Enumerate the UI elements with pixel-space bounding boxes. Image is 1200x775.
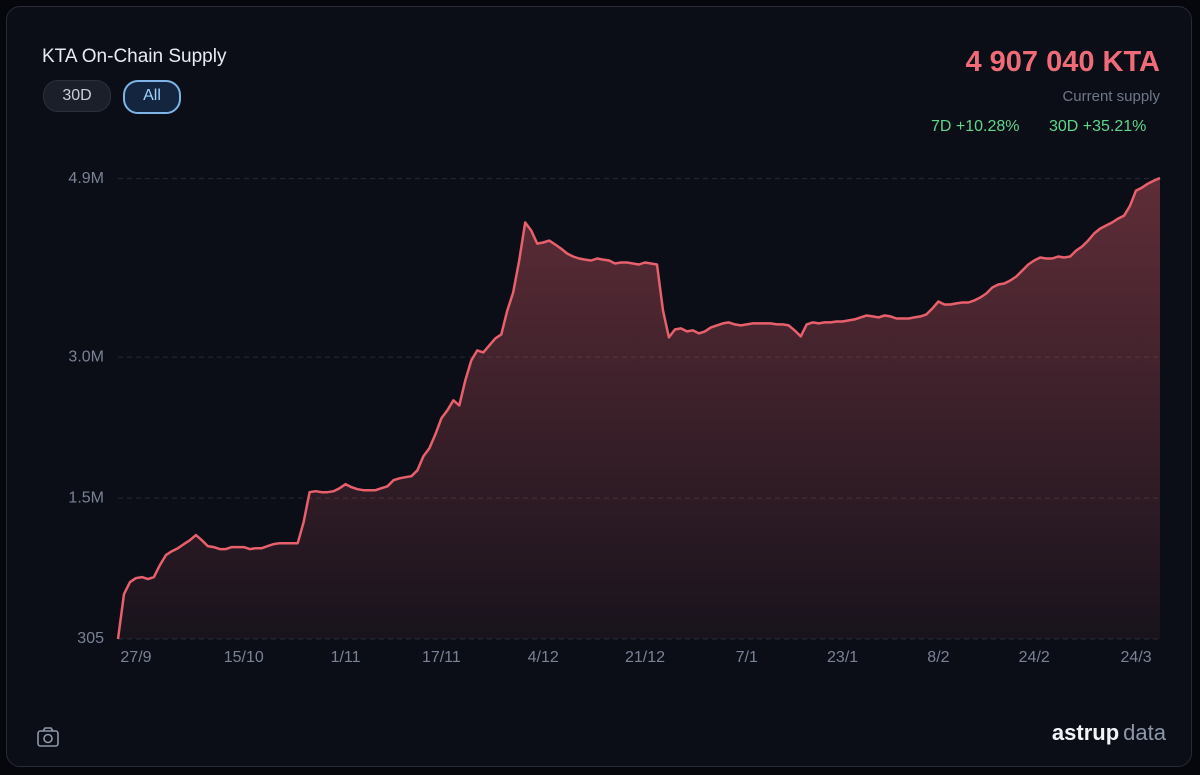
change-7d: 7D +10.28% (931, 118, 1020, 135)
x-tick-label: 8/2 (927, 649, 949, 666)
range-button-active[interactable]: All (123, 80, 181, 114)
brand-suffix: data (1123, 720, 1166, 745)
x-tick-label: 23/1 (827, 649, 858, 666)
x-tick-label: 1/11 (331, 649, 361, 666)
x-tick-label: 4/12 (528, 649, 559, 666)
x-tick-label: 15/10 (224, 649, 264, 666)
y-tick-label: 4.9M (68, 170, 104, 187)
brand-name: astrup (1051, 720, 1120, 745)
current-supply: 4 907 040 KTA (965, 46, 1160, 78)
x-tick-label: 7/1 (736, 649, 758, 666)
brand: astrup data (1052, 720, 1166, 746)
area-fill (118, 178, 1160, 639)
x-tick-label: 24/3 (1120, 649, 1151, 666)
x-tick-label: 17/11 (422, 649, 461, 666)
y-tick-label: 305 (77, 630, 104, 647)
range-button[interactable]: 30D (43, 80, 111, 112)
x-tick-label: 27/9 (120, 649, 151, 666)
x-tick-label: 24/2 (1019, 649, 1050, 666)
chart-title: KTA On-Chain Supply (42, 46, 227, 67)
line (116, 176, 1161, 640)
camera-icon[interactable] (37, 727, 59, 747)
change-30d: 30D +35.21% (1049, 118, 1147, 135)
y-tick-label: 3.0M (68, 348, 104, 365)
x-tick-label: 21/12 (625, 649, 665, 666)
y-tick-label: 1.5M (68, 489, 104, 506)
current-supply-label: Current supply (1062, 88, 1160, 105)
